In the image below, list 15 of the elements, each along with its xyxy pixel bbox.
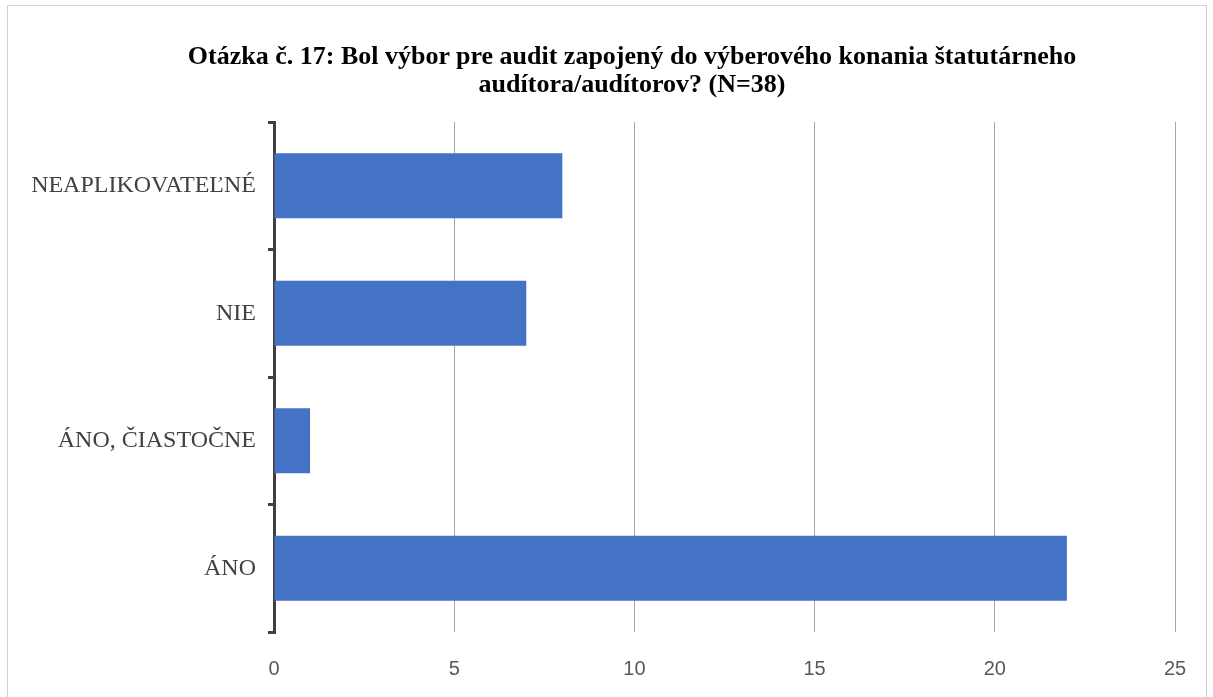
- y-tick-label: ÁNO, ČIASTOČNE: [57, 426, 256, 453]
- x-tick-label: 0: [268, 656, 280, 679]
- y-tick-label: ÁNO: [204, 553, 256, 580]
- bar: [274, 153, 563, 219]
- y-tick-label: NIE: [216, 298, 256, 325]
- x-tick-label: 20: [983, 656, 1006, 679]
- y-tick-label: NEAPLIKOVATEĽNÉ: [31, 171, 256, 198]
- bar: [274, 408, 311, 474]
- bar: [274, 280, 527, 346]
- chart-title: Otázka č. 17: Bol výbor pre audit zapojený do výberového konania štatutárneho audítora/audítorov? (N=38): [187, 40, 1077, 98]
- x-tick-label: 10: [623, 656, 646, 679]
- x-tick-label: 15: [803, 656, 826, 679]
- x-tick-label: 5: [448, 656, 460, 679]
- bar: [274, 535, 1067, 601]
- x-tick-label: 25: [1163, 656, 1187, 679]
